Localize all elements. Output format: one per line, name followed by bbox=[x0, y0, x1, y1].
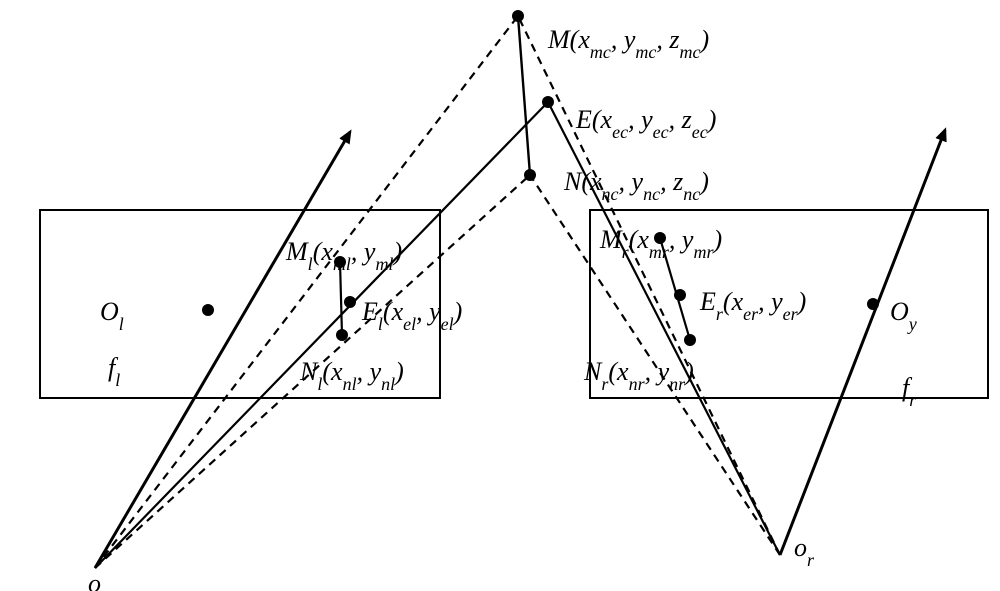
point-N bbox=[524, 169, 536, 181]
diagram-background bbox=[0, 0, 1000, 591]
label-origin-ol: o bbox=[88, 569, 101, 591]
point-E bbox=[542, 96, 554, 108]
point-Nl bbox=[336, 329, 348, 341]
point-Nr bbox=[684, 334, 696, 346]
point-M bbox=[512, 10, 524, 22]
point-El bbox=[344, 296, 356, 308]
point-Oy bbox=[867, 298, 879, 310]
point-Ol bbox=[202, 304, 214, 316]
point-Er bbox=[674, 289, 686, 301]
